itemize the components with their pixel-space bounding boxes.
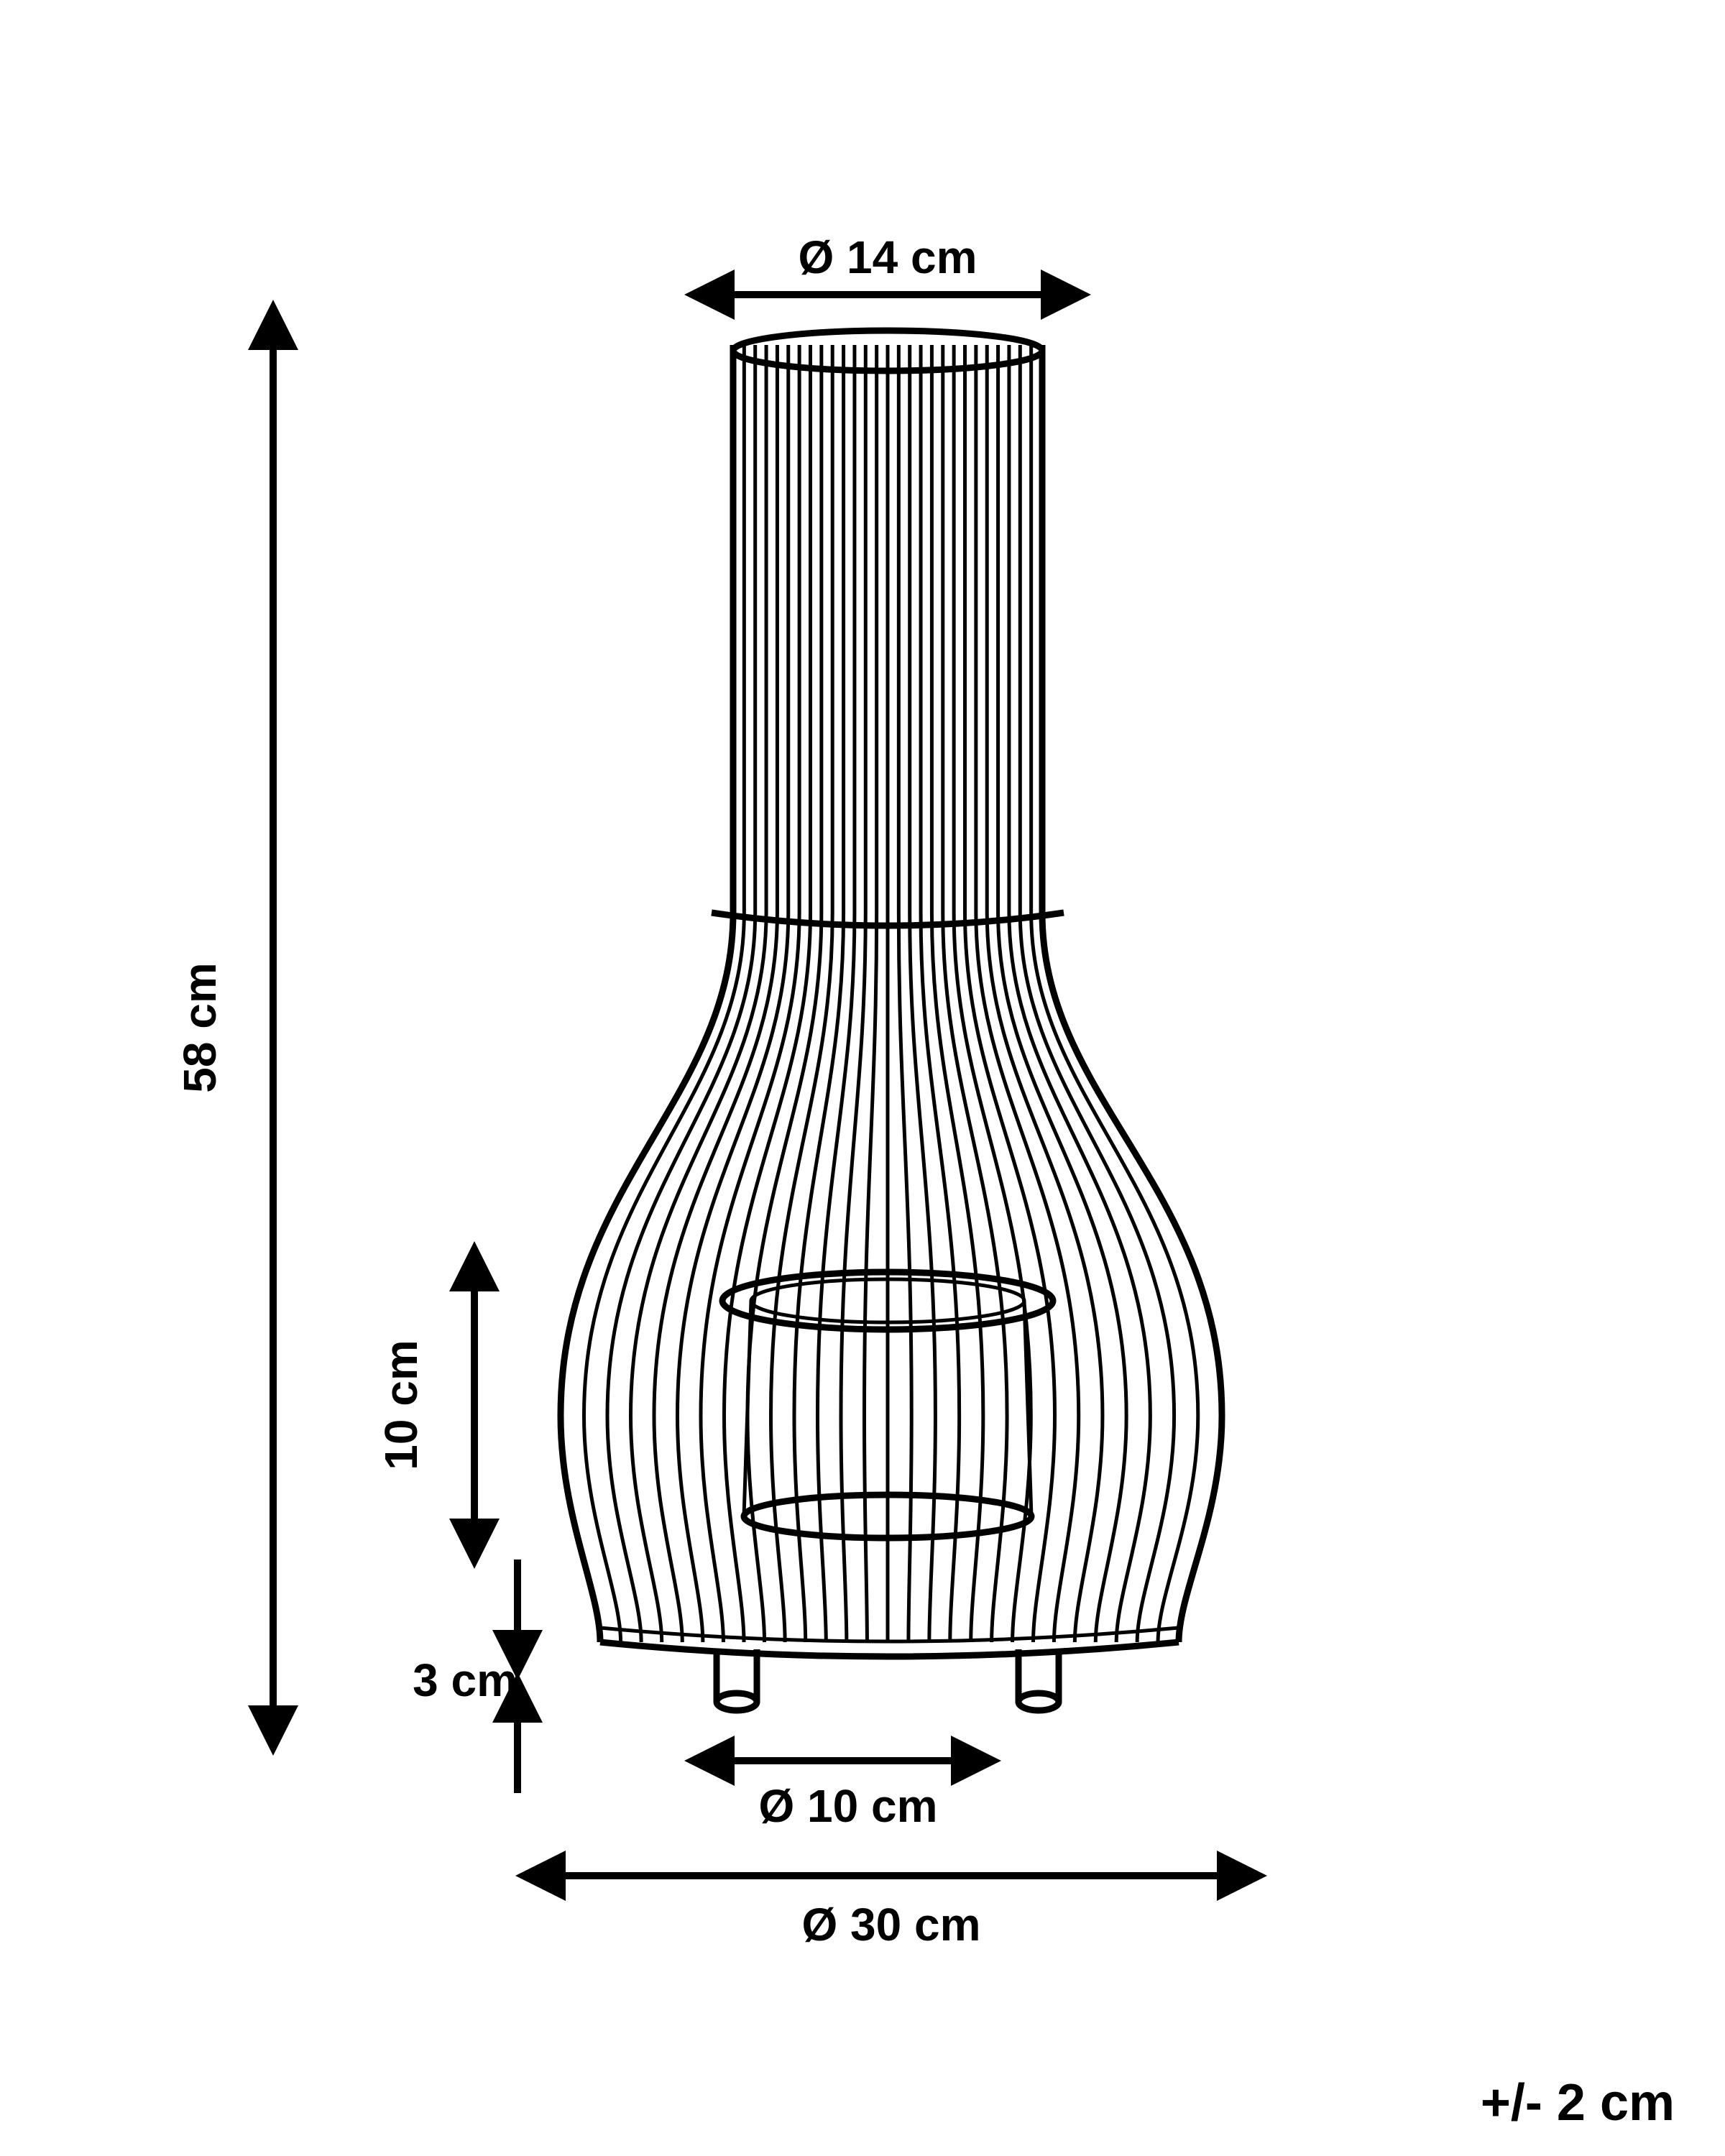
dim-foot-height: 3 cm	[413, 1654, 518, 1706]
dim-glass-diameter: Ø 10 cm	[758, 1780, 937, 1832]
dim-base-diameter: Ø 30 cm	[801, 1899, 980, 1950]
tolerance-label: +/- 2 cm	[1481, 2074, 1675, 2132]
dim-top-diameter: Ø 14 cm	[798, 231, 977, 283]
dim-glass-height: 10 cm	[375, 1340, 427, 1470]
dim-total-height: 58 cm	[174, 962, 226, 1092]
